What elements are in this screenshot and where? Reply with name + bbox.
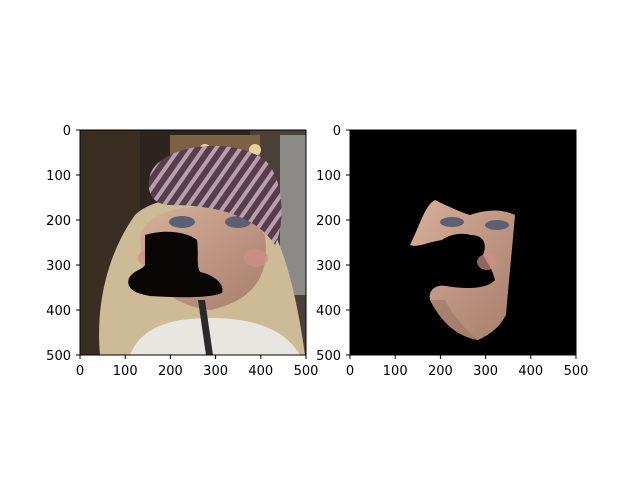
right-y-tick-label: 400 <box>316 304 341 319</box>
right-y-tick-label: 500 <box>316 349 341 364</box>
left-axes-frame <box>79 129 307 356</box>
right-panel: 0 100 200 300 400 500 0 100 200 300 400 … <box>316 124 588 379</box>
left-y-tick-label: 200 <box>46 214 71 229</box>
right-axes-frame <box>349 129 577 356</box>
right-x-tick-label: 300 <box>473 364 498 379</box>
left-y-tick-label: 400 <box>46 304 71 319</box>
left-y-ticks: 0 100 200 300 400 500 <box>46 124 80 364</box>
right-y-tick-label: 200 <box>316 214 341 229</box>
left-x-tick-label: 300 <box>203 364 228 379</box>
right-y-tick-label: 300 <box>316 259 341 274</box>
left-x-tick-label: 400 <box>248 364 273 379</box>
right-x-tick-label: 500 <box>564 364 589 379</box>
right-x-tick-label: 0 <box>346 364 354 379</box>
left-y-tick-label: 500 <box>46 349 71 364</box>
left-x-tick-label: 500 <box>294 364 319 379</box>
right-x-tick-label: 400 <box>518 364 543 379</box>
right-y-tick-label: 100 <box>316 169 341 184</box>
left-x-ticks: 0 100 200 300 400 500 <box>76 355 319 379</box>
left-x-tick-label: 200 <box>158 364 183 379</box>
left-photo <box>80 130 306 355</box>
left-x-tick-label: 100 <box>113 364 138 379</box>
right-y-tick-label: 0 <box>333 124 341 139</box>
right-x-tick-label: 100 <box>383 364 408 379</box>
right-x-tick-label: 200 <box>428 364 453 379</box>
right-photo <box>350 130 576 355</box>
left-y-tick-label: 0 <box>63 124 71 139</box>
right-x-ticks: 0 100 200 300 400 500 <box>346 355 589 379</box>
left-x-tick-label: 0 <box>76 364 84 379</box>
left-y-tick-label: 100 <box>46 169 71 184</box>
right-y-ticks: 0 100 200 300 400 500 <box>316 124 350 364</box>
left-y-tick-label: 300 <box>46 259 71 274</box>
left-panel: 0 100 200 300 400 500 0 100 200 300 400 … <box>46 124 318 379</box>
